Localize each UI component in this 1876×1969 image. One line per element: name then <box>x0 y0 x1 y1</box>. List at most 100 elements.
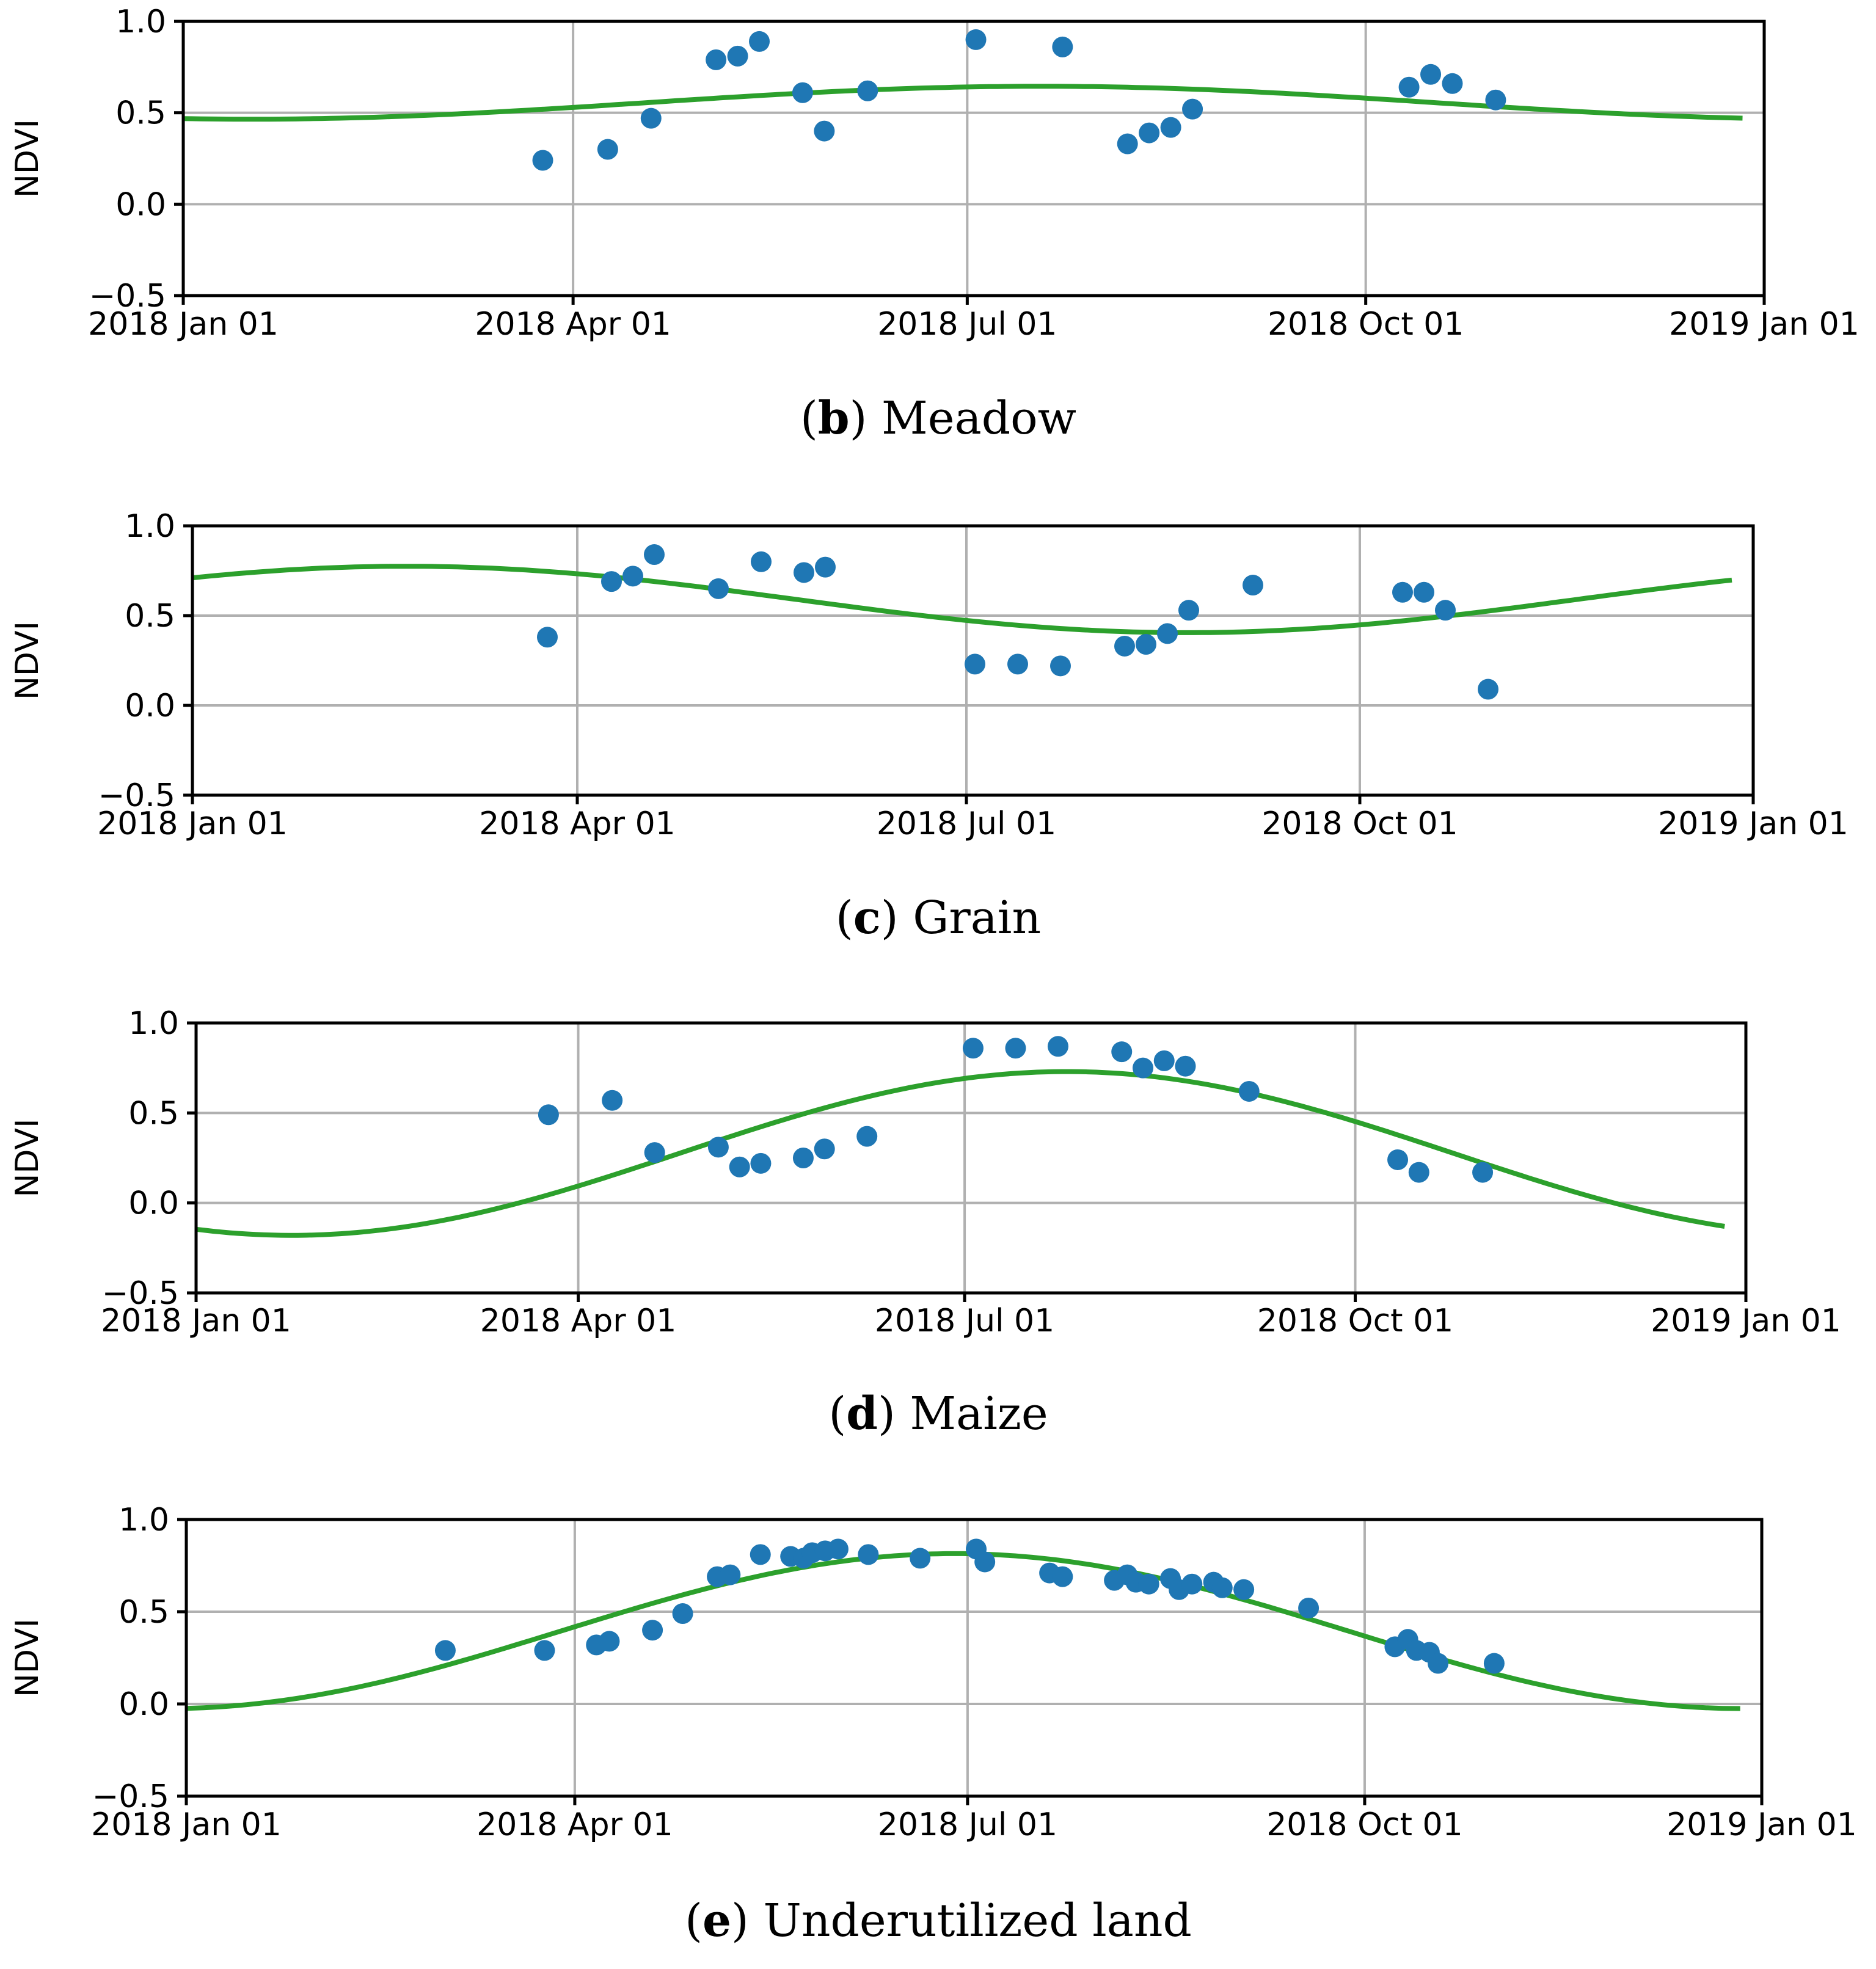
caption-letter: d <box>846 1388 878 1440</box>
caption-open: ( <box>800 392 818 445</box>
data-point <box>814 1138 835 1160</box>
data-point <box>532 150 553 171</box>
data-point <box>1420 64 1442 85</box>
data-point <box>706 49 727 70</box>
data-point <box>1182 98 1203 120</box>
data-point <box>1181 1573 1203 1595</box>
data-point <box>1392 581 1413 603</box>
x-tick-label: 2018 Jul 01 <box>878 1807 1057 1843</box>
y-tick-label: −0.5 <box>89 278 166 315</box>
panel-caption: (e) Underutilized land <box>685 1894 1192 1947</box>
y-tick-label: 1.0 <box>119 1502 169 1538</box>
data-point <box>1111 1041 1133 1063</box>
panel-caption: (c) Grain <box>836 892 1041 944</box>
x-tick-label: 2019 Jan 01 <box>1651 1303 1841 1339</box>
data-point <box>597 139 618 160</box>
data-point <box>1435 600 1456 621</box>
fit-curve <box>192 564 1732 635</box>
y-tick-label: −0.5 <box>102 1275 179 1312</box>
data-point <box>1472 1162 1494 1183</box>
data-point <box>599 1631 620 1652</box>
data-point <box>1160 117 1181 138</box>
chart-panel-c: 2018 Jan 01 2018 Apr 01 2018 Jul 01 2018 Oc… <box>9 508 1849 944</box>
x-tick-label: 2018 Jul 01 <box>877 806 1056 842</box>
y-axis-title: NDVI <box>9 1119 46 1198</box>
data-point <box>729 1156 750 1177</box>
data-point <box>1485 89 1506 111</box>
data-point <box>708 578 729 599</box>
y-tick-label: 0.0 <box>125 688 175 724</box>
chart-panel-e: 2018 Jan 01 2018 Apr 01 2018 Jul 01 2018 Oc… <box>9 1502 1857 1947</box>
fit-curve <box>183 84 1743 122</box>
x-tick-label: 2018 Apr 01 <box>476 1807 673 1843</box>
data-point <box>974 1551 996 1573</box>
x-tick-label: 2018 Jan 01 <box>88 306 279 343</box>
x-tick-label: 2019 Jan 01 <box>1658 806 1849 842</box>
data-point <box>792 82 813 103</box>
data-point <box>750 1152 772 1174</box>
data-point <box>1175 1055 1196 1077</box>
data-point <box>720 1564 741 1585</box>
data-point <box>1005 1038 1026 1059</box>
data-point <box>1138 1573 1159 1595</box>
y-tick-label: −0.5 <box>92 1778 169 1815</box>
data-point <box>1298 1597 1319 1618</box>
data-point <box>815 556 836 578</box>
data-point <box>1114 635 1135 657</box>
data-point <box>644 1142 665 1163</box>
data-point <box>1157 623 1178 644</box>
x-tick-label: 2018 Oct 01 <box>1268 306 1464 343</box>
data-point <box>857 80 878 101</box>
caption-close: ) <box>878 1388 910 1440</box>
plot-frame <box>191 524 1755 797</box>
caption-text: Underutilized land <box>763 1894 1191 1947</box>
data-point <box>965 29 987 50</box>
data-point <box>856 1126 878 1147</box>
y-tick-label: −0.5 <box>98 777 175 814</box>
data-point <box>751 551 772 572</box>
y-tick-label: 0.5 <box>128 1095 179 1132</box>
x-tick-label: 2018 Oct 01 <box>1266 1807 1462 1843</box>
panel-caption: (d) Maize <box>828 1388 1048 1440</box>
y-tick-label: 1.0 <box>128 1005 179 1042</box>
data-point <box>622 566 643 587</box>
y-tick-label: 0.5 <box>119 1594 169 1631</box>
x-tick-label: 2018 Oct 01 <box>1261 806 1458 842</box>
caption-letter: e <box>703 1894 731 1947</box>
data-point <box>1050 655 1071 677</box>
x-tick-label: 2019 Jan 01 <box>1669 306 1860 343</box>
y-tick-label: 0.0 <box>128 1185 179 1222</box>
data-point <box>601 571 622 592</box>
plot-frame <box>194 1021 1748 1295</box>
data-point <box>1387 1149 1409 1170</box>
x-tick-label: 2018 Apr 01 <box>475 306 671 343</box>
x-tick-label: 2018 Apr 01 <box>479 806 676 842</box>
fit-curve <box>186 1551 1740 1711</box>
data-point <box>1478 679 1498 700</box>
y-tick-label: 0.0 <box>115 186 166 223</box>
x-tick-label: 2019 Jan 01 <box>1666 1807 1857 1843</box>
data-point <box>602 1090 623 1111</box>
data-point <box>1136 634 1156 655</box>
x-tick-label: 2018 Apr 01 <box>480 1303 677 1339</box>
data-point <box>749 31 770 52</box>
data-point <box>640 107 662 129</box>
data-point <box>1117 133 1138 155</box>
caption-close: ) <box>731 1894 763 1947</box>
data-point <box>1139 122 1160 144</box>
plot-frame <box>184 1518 1764 1798</box>
data-point <box>814 120 835 142</box>
caption-open: ( <box>685 1894 703 1947</box>
data-point <box>1233 1579 1255 1600</box>
data-point <box>1178 600 1199 621</box>
data-point <box>858 1544 879 1565</box>
y-tick-label: 0.5 <box>115 95 166 132</box>
data-point <box>1153 1050 1175 1071</box>
data-point <box>1007 653 1028 675</box>
data-point <box>794 562 814 583</box>
data-point <box>1398 76 1420 98</box>
data-point <box>750 1544 771 1565</box>
x-tick-label: 2018 Jan 01 <box>101 1303 291 1339</box>
data-point <box>707 1137 729 1158</box>
